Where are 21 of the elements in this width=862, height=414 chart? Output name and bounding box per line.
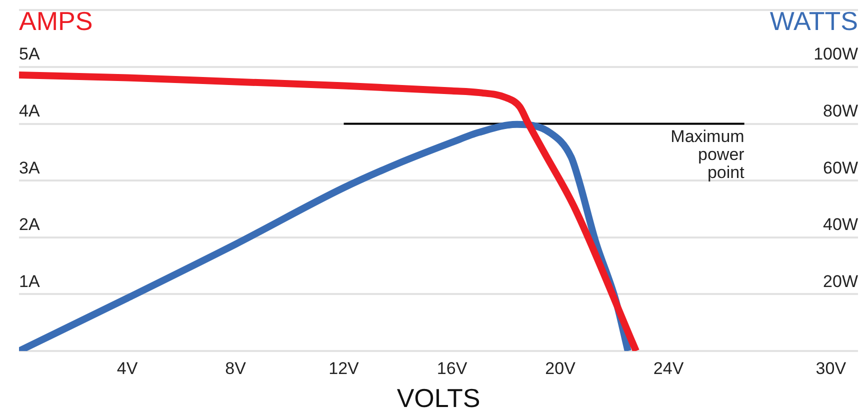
y-axis-title: AMPS xyxy=(19,6,93,36)
y-tick-label: 3A xyxy=(19,158,40,178)
y2-tick-label: 100W xyxy=(814,44,858,64)
x-tick-label: 4V xyxy=(116,358,138,378)
y-tick-label: 1A xyxy=(19,272,40,291)
y2-tick-label: 60W xyxy=(823,158,858,178)
y2-axis-title: WATTS xyxy=(770,6,858,36)
y2-tick-label: 40W xyxy=(823,215,858,234)
x-tick-label: 20V xyxy=(545,358,576,378)
annotation: Maximum power point xyxy=(670,126,745,182)
y-tick-label: 5A xyxy=(19,44,40,64)
x-tick-label: 16V xyxy=(436,358,468,378)
x-tick-label: 12V xyxy=(328,358,360,378)
y2-tick-label: 80W xyxy=(823,101,858,120)
y-tick-label: 4A xyxy=(19,101,40,120)
y-tick-label: 2A xyxy=(19,215,40,234)
y2-tick-label: 20W xyxy=(823,272,858,291)
x-tick-label: 24V xyxy=(653,358,684,378)
x-tick-label: 8V xyxy=(225,358,247,378)
x-tick-label: 30V xyxy=(816,358,847,378)
x-axis-title: VOLTS xyxy=(396,383,480,414)
